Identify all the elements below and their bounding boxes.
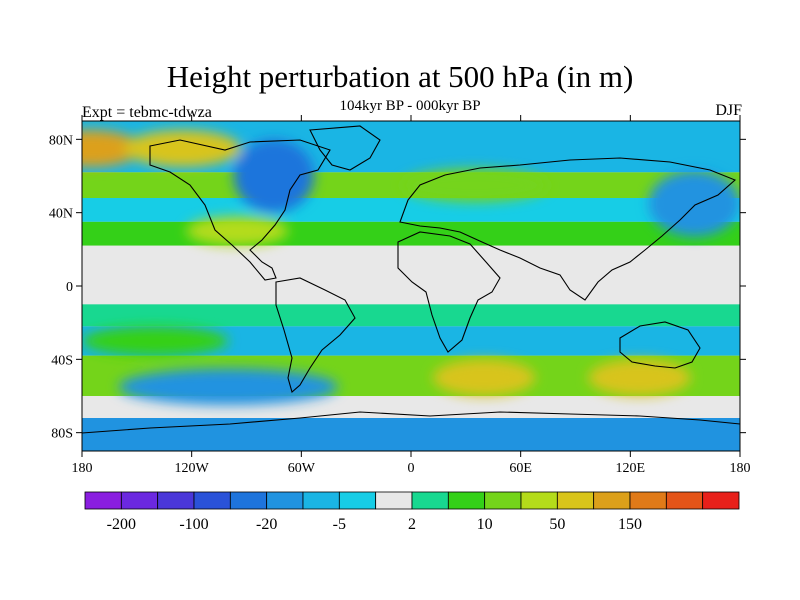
region-south-atlantic-positive xyxy=(432,359,536,396)
coast-north-america xyxy=(149,139,331,281)
y-tick-label: 0 xyxy=(66,280,73,295)
region-arctic-positive-west xyxy=(82,130,143,167)
coast-antarctica xyxy=(82,411,740,434)
colorbar-label: -20 xyxy=(256,516,277,533)
y-tick-label: 80N xyxy=(49,133,73,148)
colorbar-swatch xyxy=(447,491,486,510)
colorbar-label: -100 xyxy=(179,516,208,533)
colorbar-swatch xyxy=(484,491,522,510)
colorbar-label: -5 xyxy=(333,516,346,533)
zonal-band-10 xyxy=(82,418,740,451)
region-southern-ocean-negative xyxy=(118,368,338,406)
colorbar-label: -200 xyxy=(107,516,136,533)
region-eurasia-positive xyxy=(401,168,549,202)
region-arctic-positive-east xyxy=(124,130,242,167)
zonal-band-6 xyxy=(82,304,740,327)
region-north-atlantic-positive xyxy=(186,216,289,246)
anomaly-regions xyxy=(82,130,740,406)
plot-title: Height perturbation at 500 hPa (in m) xyxy=(166,59,634,94)
colorbar-swatch xyxy=(556,491,595,510)
region-north-pacific-negative xyxy=(648,170,740,237)
colorbar-swatch xyxy=(665,491,704,510)
colorbar-swatch xyxy=(411,491,449,510)
y-axis: 80N 40N 0 40S 80S xyxy=(49,133,746,442)
colorbar-swatch xyxy=(629,491,667,510)
region-south-pacific-subtropical-positive xyxy=(82,326,229,356)
zonal-band-4 xyxy=(82,245,740,268)
colorbar-label: 50 xyxy=(549,516,565,533)
colorbar-swatch xyxy=(84,491,122,510)
coast-eurasia xyxy=(399,157,737,301)
colorbar-swatch xyxy=(702,491,740,510)
region-south-pacific-positive xyxy=(588,359,691,396)
colorbar-label: 150 xyxy=(618,516,642,533)
x-tick-label: 180 xyxy=(72,461,93,476)
x-tick-label: 60W xyxy=(288,461,316,476)
y-tick-label: 80S xyxy=(51,427,73,442)
colorbar-label: 2 xyxy=(408,516,416,533)
x-tick-label: 60E xyxy=(509,461,532,476)
colorbar-swatch xyxy=(593,491,631,510)
colorbar-labels: -200 -100 -20 -5 2 10 50 150 xyxy=(107,516,642,533)
y-tick-label: 40N xyxy=(49,207,73,222)
colorbar-swatch xyxy=(266,491,304,510)
zonal-band-5 xyxy=(82,267,740,305)
experiment-label: Expt = tebmc-tdwza xyxy=(82,104,212,121)
y-tick-label: 40S xyxy=(51,353,73,368)
x-tick-label: 180 xyxy=(730,461,751,476)
colorbar-swatch xyxy=(375,491,413,510)
colorbar-swatch xyxy=(302,491,340,510)
zonal-band-2 xyxy=(82,198,740,222)
colorbar-swatch xyxy=(229,491,268,510)
colorbar-swatch xyxy=(157,491,195,510)
region-north-america-negative xyxy=(233,139,315,213)
zonal-band-3 xyxy=(82,221,740,246)
coast-australia xyxy=(619,321,701,369)
colorbar-swatch xyxy=(338,491,377,510)
x-tick-label: 0 xyxy=(408,461,415,476)
coastlines xyxy=(82,125,740,434)
colorbar-label: 10 xyxy=(477,516,493,533)
colorbar-swatch xyxy=(520,491,558,510)
colorbar-swatch xyxy=(120,491,159,510)
x-tick-label: 120E xyxy=(616,461,646,476)
season-label: DJF xyxy=(715,102,742,119)
coast-south-america xyxy=(275,277,356,393)
plot-area xyxy=(82,121,740,451)
x-tick-label: 120W xyxy=(175,461,210,476)
colorbar xyxy=(84,491,740,510)
coast-greenland xyxy=(309,125,381,171)
colorbar-swatch xyxy=(193,491,231,510)
x-axis: 180 120W 60W 0 60E 120E 180 xyxy=(72,115,751,476)
plot-subtitle: 104kyr BP - 000kyr BP xyxy=(339,98,481,114)
coast-africa xyxy=(397,231,501,353)
